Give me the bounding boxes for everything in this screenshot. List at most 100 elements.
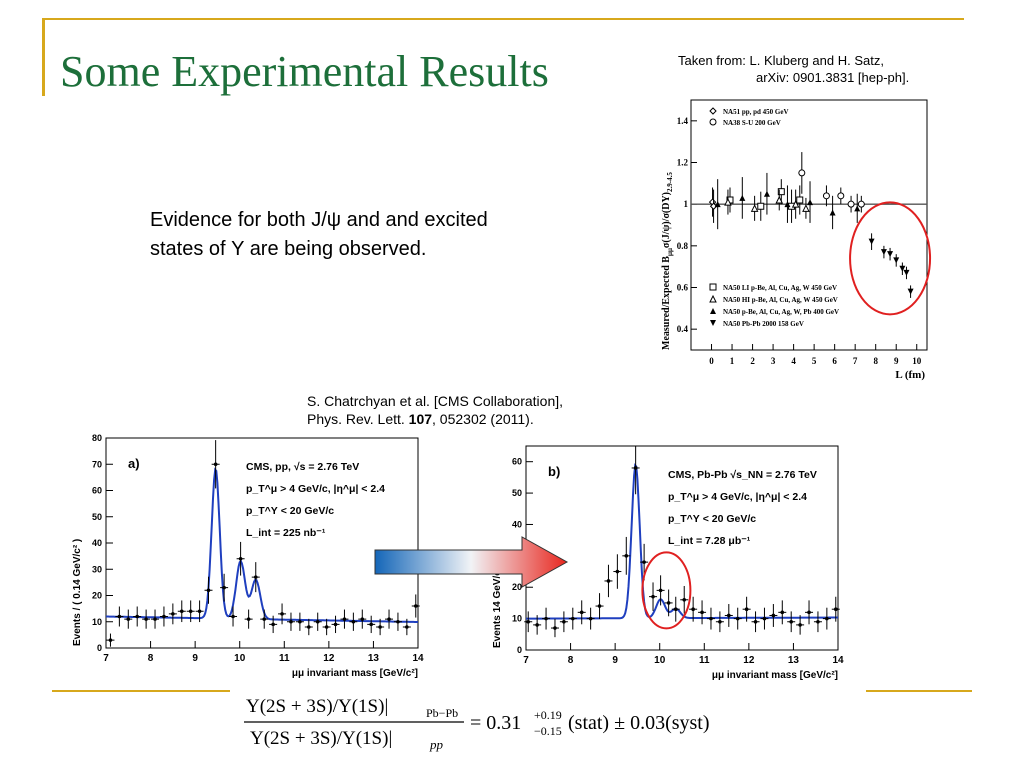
- y-axis-label: Measured/Expected Bμμσ(J/ψ)/σ(DY)2.9-4.5: [661, 172, 674, 350]
- formula-rhs-value: = 0.31: [470, 712, 521, 734]
- marker-triangle-filled: [710, 308, 716, 314]
- data-point: [369, 622, 374, 627]
- x-tick-label: 8: [873, 356, 878, 366]
- marker-circle: [837, 192, 845, 200]
- formula-rhs-sup: +0.19: [534, 708, 562, 722]
- marker-triangle-filled: [784, 201, 791, 208]
- data-point: [807, 610, 811, 615]
- citation-top: Taken from: L. Kluberg and H. Satz, arXi…: [678, 52, 909, 86]
- citation-middle: S. Chatrchyan et al. [CMS Collaboration]…: [307, 392, 563, 428]
- marker-square: [777, 188, 785, 196]
- y-axis-label: Events 14 GeV/c² ): [492, 561, 503, 648]
- y-tick-label: 0.4: [677, 324, 689, 334]
- data-point: [709, 616, 713, 621]
- marker-triangle-filled: [829, 209, 836, 216]
- y-tick-label: 70: [92, 459, 102, 469]
- formula-denominator: Υ(2S + 3S)/Υ(1S)|: [250, 728, 392, 749]
- data-point: [562, 619, 566, 624]
- data-point: [666, 601, 671, 605]
- data-point: [579, 610, 584, 615]
- formula-denominator-sub: pp: [429, 737, 444, 752]
- plot-frame: [525, 445, 839, 651]
- y-tick-label: 60: [92, 486, 102, 496]
- data-point: [673, 607, 678, 611]
- slide-title: Some Experimental Results: [60, 47, 549, 96]
- y-tick-label: 0.6: [677, 283, 689, 293]
- marker-triangle-filled: [807, 199, 814, 206]
- accent-vertical-line: [42, 18, 45, 96]
- x-tick-label: 10: [234, 653, 246, 664]
- data-point: [413, 604, 418, 608]
- y-tick-label: 40: [512, 519, 522, 529]
- data-point: [342, 617, 347, 621]
- marker-diamond: [709, 107, 717, 115]
- x-tick-label: 9: [192, 653, 198, 664]
- x-tick-label: 9: [894, 356, 899, 366]
- marker-circle: [798, 169, 806, 177]
- data-point: [108, 638, 113, 642]
- data-point: [262, 617, 267, 621]
- data-point: [238, 556, 243, 561]
- marker-square: [757, 202, 765, 210]
- legend-entry: NA50 HI p-Be, Al, Cu, Ag, W 450 GeV: [723, 296, 838, 304]
- legend-entry: NA51 pp, pd 450 GeV: [723, 108, 789, 116]
- fit-curve: [526, 463, 838, 620]
- data-point: [315, 619, 320, 624]
- data-point: [179, 609, 184, 614]
- y-axis-label: Events / ( 0.14 GeV/c² ): [72, 539, 83, 646]
- y-tick-label: 50: [512, 488, 522, 498]
- x-tick-label: 8: [148, 653, 154, 664]
- data-point: [588, 616, 593, 621]
- marker-square: [709, 283, 717, 291]
- data-point: [780, 610, 785, 615]
- data-point: [642, 560, 646, 564]
- plot-annotation: p_T^Υ < 20 GeV/c: [246, 505, 334, 517]
- data-point: [324, 625, 329, 629]
- plot-annotation: L_int = 225 nb⁻¹: [246, 527, 326, 539]
- marker-circle: [822, 192, 830, 200]
- legend-entry: NA50 p-Be, Al, Cu, Ag, W, Pb 400 GeV: [723, 308, 839, 316]
- data-point: [535, 623, 539, 627]
- data-point: [206, 588, 211, 593]
- data-point: [727, 613, 731, 618]
- data-point: [651, 594, 655, 599]
- data-point: [188, 609, 193, 614]
- na50-suppression-chart: 0 1 2 3 4 5 6 7 8 9 10 0.4 0.6 0.8 1 1.2 1.4 L (fm) Measur…: [661, 99, 932, 381]
- y-tick-label: 10: [92, 617, 102, 627]
- y-tick-label: 50: [92, 512, 102, 522]
- y-tick-label: 0: [97, 643, 102, 653]
- x-tick-label: 7: [853, 356, 858, 366]
- citation-top-line1: Taken from: L. Kluberg and H. Satz,: [678, 53, 884, 68]
- data-point: [553, 626, 557, 630]
- plot-annotation: p_T^μ > 4 GeV/c, |η^μ| < 2.4: [246, 483, 385, 495]
- marker-triangle-down: [903, 269, 910, 276]
- data-point: [789, 619, 793, 624]
- highlight-circle: [641, 551, 692, 630]
- data-point: [144, 617, 148, 621]
- x-tick-label: 13: [368, 653, 380, 664]
- y-tick-label: 0.8: [677, 241, 689, 251]
- x-tick-label: 10: [912, 356, 922, 366]
- data-point: [117, 614, 122, 619]
- x-tick-label: 3: [771, 356, 776, 366]
- data-point: [333, 622, 338, 627]
- citation-middle-line1: S. Chatrchyan et al. [CMS Collaboration]…: [307, 393, 564, 409]
- data-point: [700, 610, 704, 615]
- data-point: [396, 619, 400, 624]
- y-tick-label: 60: [512, 457, 522, 467]
- x-tick-label: 7: [523, 655, 529, 666]
- data-point: [544, 616, 548, 621]
- data-point: [633, 466, 638, 470]
- y-tick-label: 1.4: [677, 116, 689, 126]
- marker-circle: [709, 118, 717, 126]
- data-point: [735, 616, 740, 621]
- data-point: [197, 609, 202, 614]
- data-point: [624, 554, 629, 558]
- data-point: [378, 625, 382, 629]
- legend-entry: NA38 S-U 200 GeV: [723, 119, 781, 127]
- x-tick-label: 5: [812, 356, 817, 366]
- data-point: [153, 617, 157, 621]
- data-point: [753, 619, 758, 624]
- plot-annotation: L_int = 7.28 μb⁻¹: [668, 535, 751, 547]
- x-tick-label: 0: [709, 356, 714, 366]
